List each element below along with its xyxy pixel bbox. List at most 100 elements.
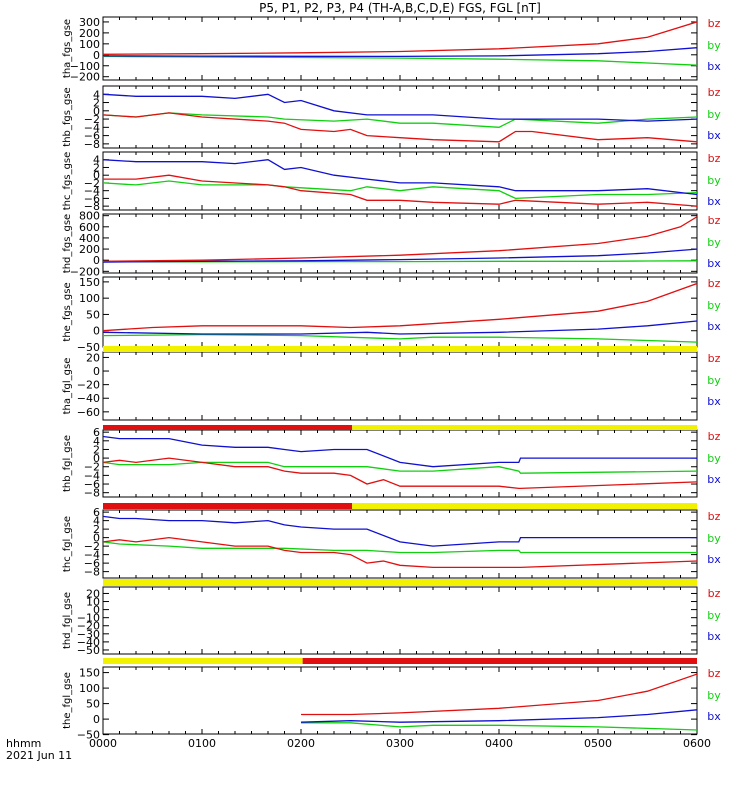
- legend-bz: bz: [708, 152, 721, 165]
- y-tick-label: 2: [93, 161, 100, 174]
- series-line-bx: [300, 709, 697, 723]
- series-line-by: [103, 541, 697, 554]
- y-tick-label: −2: [84, 540, 100, 553]
- y-tick-label: 4: [93, 154, 100, 167]
- legend-bx: bx: [707, 473, 721, 486]
- y-tick-label: 0: [93, 713, 100, 726]
- status-bar-segment: [352, 503, 697, 509]
- legend-bx: bx: [707, 395, 721, 408]
- y-tick-label: −20: [77, 379, 100, 392]
- panel-ylabel: tha_fgl_gse: [62, 358, 73, 415]
- series-group: [300, 673, 697, 731]
- date-label: 2021 Jun 11: [6, 749, 72, 762]
- x-tick-label: 0500: [584, 737, 612, 750]
- legend-bz: bz: [708, 214, 721, 227]
- y-tick-label: 2: [93, 97, 100, 110]
- y-tick-label: 0: [93, 254, 100, 267]
- series-line-bx: [103, 435, 697, 468]
- legend-bz: bz: [708, 352, 721, 365]
- y-tick-label: 100: [79, 38, 100, 51]
- y-tick-label: 600: [79, 221, 100, 234]
- y-tick-label: 400: [79, 232, 100, 245]
- y-tick-label: 0: [93, 49, 100, 62]
- series-line-bx: [103, 47, 697, 58]
- y-tick-label: −50: [77, 729, 100, 742]
- panel-the_fgl_gse: 150 100 50 0 −50 the_fgl_gse bz by bx: [62, 666, 721, 742]
- series-group: [103, 282, 697, 343]
- y-tick-label: −8: [84, 138, 100, 151]
- legend-bz: bz: [708, 86, 721, 99]
- y-tick-label: −50: [77, 644, 100, 657]
- x-tick-label: 0600: [683, 737, 711, 750]
- y-tick-label: −60: [77, 406, 100, 419]
- y-tick-label: −6: [84, 557, 100, 570]
- y-tick-label: 4: [93, 435, 100, 448]
- panel-tha_fgl_gse: 200−20−40−60 tha_fgl_gse bz by bx: [62, 351, 721, 421]
- panel-thb_fgs_gse: 420−2−4−6−8 thb_fgs_gse bz by bx: [62, 85, 721, 151]
- y-tick-label: 6: [93, 426, 100, 439]
- status-bar-segment: [352, 425, 697, 430]
- x-tick-label: 0400: [485, 737, 513, 750]
- y-tick-label: 50: [86, 308, 100, 321]
- y-tick-label: 0: [93, 169, 100, 182]
- series-line-bz: [103, 21, 697, 55]
- y-tick-label: 0: [93, 325, 100, 338]
- y-tick-label: −30: [77, 628, 100, 641]
- legend-by: by: [707, 374, 721, 387]
- y-tick-label: −200: [70, 71, 100, 84]
- panel-frame: [102, 351, 698, 421]
- y-tick-label: −6: [84, 192, 100, 205]
- series-line-bz: [301, 673, 697, 716]
- legend-by: by: [707, 609, 721, 622]
- series-group: [103, 515, 697, 569]
- series-line-bz: [103, 536, 697, 569]
- series-line-by: [103, 180, 697, 200]
- y-tick-label: 50: [86, 698, 100, 711]
- chart-title: P5, P1, P2, P3, P4 (TH-A,B,C,D,E) FGS, F…: [259, 1, 541, 15]
- legend-by: by: [707, 532, 721, 545]
- legend-bz: bz: [708, 430, 721, 443]
- series-line-by: [103, 112, 697, 128]
- y-tick-label: −10: [77, 612, 100, 625]
- status-bar-segment: [103, 579, 697, 586]
- series-line-bx: [103, 159, 697, 196]
- legend-by: by: [707, 689, 721, 702]
- panel-ylabel: thb_fgs_gse: [62, 87, 73, 146]
- y-tick-label: −40: [77, 392, 100, 405]
- legend-by: by: [707, 108, 721, 121]
- series-line-bz: [103, 457, 697, 490]
- series-line-by: [103, 333, 697, 343]
- y-tick-label: 0: [93, 365, 100, 378]
- y-tick-label: 0: [93, 604, 100, 617]
- legend-by: by: [707, 452, 721, 465]
- panel-frame: [102, 16, 698, 81]
- y-tick-label: −8: [84, 566, 100, 579]
- y-tick-label: −2: [84, 461, 100, 474]
- legend-bx: bx: [707, 320, 721, 333]
- y-tick-label: −4: [84, 121, 100, 134]
- series-group: [103, 21, 697, 66]
- time-unit-label: hhmm: [6, 737, 41, 750]
- series-line-by: [103, 461, 697, 474]
- series-line-bx: [103, 515, 697, 547]
- panel-ylabel: the_fgs_gse: [62, 282, 73, 341]
- status-bar-segment: [103, 425, 353, 430]
- series-group: [103, 159, 697, 207]
- legend-bz: bz: [708, 667, 721, 680]
- y-tick-label: 20: [86, 587, 100, 600]
- y-tick-label: −4: [84, 549, 100, 562]
- status-bar-segment: [103, 658, 303, 664]
- series-group: [103, 216, 697, 263]
- y-tick-label: −4: [84, 185, 100, 198]
- series-line-bz: [103, 112, 697, 143]
- y-tick-label: −6: [84, 130, 100, 143]
- panel-frame: [102, 276, 698, 348]
- legend-by: by: [707, 299, 721, 312]
- y-tick-label: 2: [93, 523, 100, 536]
- y-tick-label: −40: [77, 636, 100, 649]
- legend-bz: bz: [708, 17, 721, 30]
- y-tick-label: 0: [93, 105, 100, 118]
